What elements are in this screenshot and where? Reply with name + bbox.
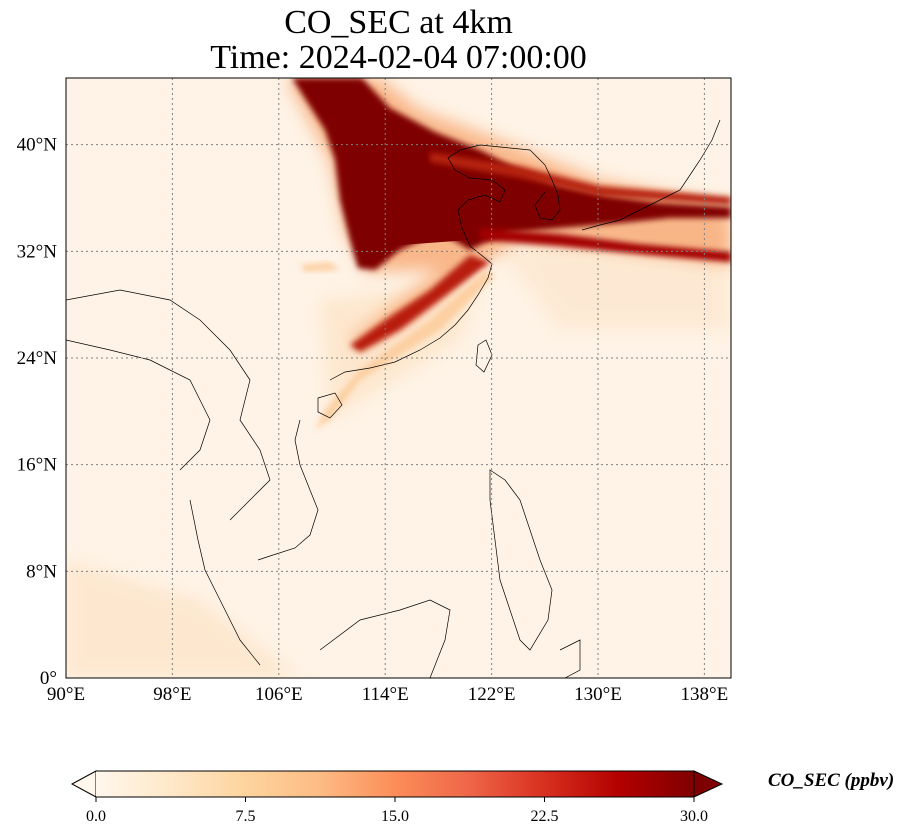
lat-tick-label: 40°N bbox=[17, 135, 58, 156]
colorbar-tick-label: 7.5 bbox=[236, 808, 256, 825]
colorbar-extend-max bbox=[693, 770, 724, 798]
colorbar-tick-label: 22.5 bbox=[531, 808, 559, 825]
tick-labels: 90°E 98°E 106°E 114°E 122°E 130°E 138°E 0° 8°N 16… bbox=[17, 135, 729, 705]
plume-branch-east bbox=[480, 228, 731, 262]
plume-streak-sw-light bbox=[315, 270, 495, 430]
lon-tick-label: 138°E bbox=[681, 684, 729, 705]
colorbar-ticks: 0.0 7.5 15.0 22.5 30.0 bbox=[86, 797, 708, 825]
plume-streak-sw bbox=[350, 255, 490, 352]
lat-tick-label: 32°N bbox=[17, 241, 58, 262]
haze-south bbox=[66, 560, 300, 678]
coastline-korea bbox=[534, 164, 561, 221]
lon-tick-label: 122°E bbox=[468, 684, 516, 705]
colorbar-label: CO_SEC (ppbv) bbox=[768, 770, 895, 791]
coastline-japan bbox=[581, 119, 721, 231]
coastline-taiwan bbox=[475, 339, 493, 373]
colorbar: 0.0 7.5 15.0 22.5 30.0 bbox=[70, 770, 724, 825]
colorbar-tick-label: 0.0 bbox=[86, 808, 106, 825]
map-title: CO_SEC at 4km bbox=[284, 4, 513, 41]
lon-tick-label: 130°E bbox=[574, 684, 622, 705]
lat-tick-label: 16°N bbox=[17, 455, 58, 476]
lat-tick-label: 8°N bbox=[26, 561, 57, 582]
coastlines bbox=[66, 119, 721, 678]
border-interior bbox=[66, 339, 211, 471]
colorbar-tick-label: 15.0 bbox=[381, 808, 409, 825]
colorbar-body bbox=[96, 771, 694, 797]
plume-branch-north bbox=[430, 152, 731, 205]
lon-tick-label: 106°E bbox=[255, 684, 303, 705]
coastline-borneo bbox=[319, 599, 451, 678]
coastline-new-guinea bbox=[559, 639, 581, 678]
plume-streak-upper bbox=[300, 262, 340, 272]
gridlines bbox=[66, 78, 731, 678]
lon-tick-label: 114°E bbox=[362, 684, 409, 705]
lat-tick-label: 0° bbox=[40, 668, 57, 689]
colorbar-tick-label: 30.0 bbox=[680, 808, 708, 825]
map-subtitle: Time: 2024-02-04 07:00:00 bbox=[210, 39, 587, 76]
map-frame bbox=[65, 77, 732, 679]
border-indochina bbox=[66, 289, 271, 521]
coastline-hainan bbox=[317, 392, 343, 419]
lat-tick-label: 24°N bbox=[17, 348, 58, 369]
colorbar-extend-min bbox=[70, 770, 97, 798]
lon-tick-label: 98°E bbox=[153, 684, 191, 705]
lon-tick-label: 90°E bbox=[47, 684, 85, 705]
coastline-china bbox=[329, 144, 546, 381]
coastline-philippines bbox=[489, 469, 553, 651]
coastline-malay bbox=[189, 499, 261, 666]
